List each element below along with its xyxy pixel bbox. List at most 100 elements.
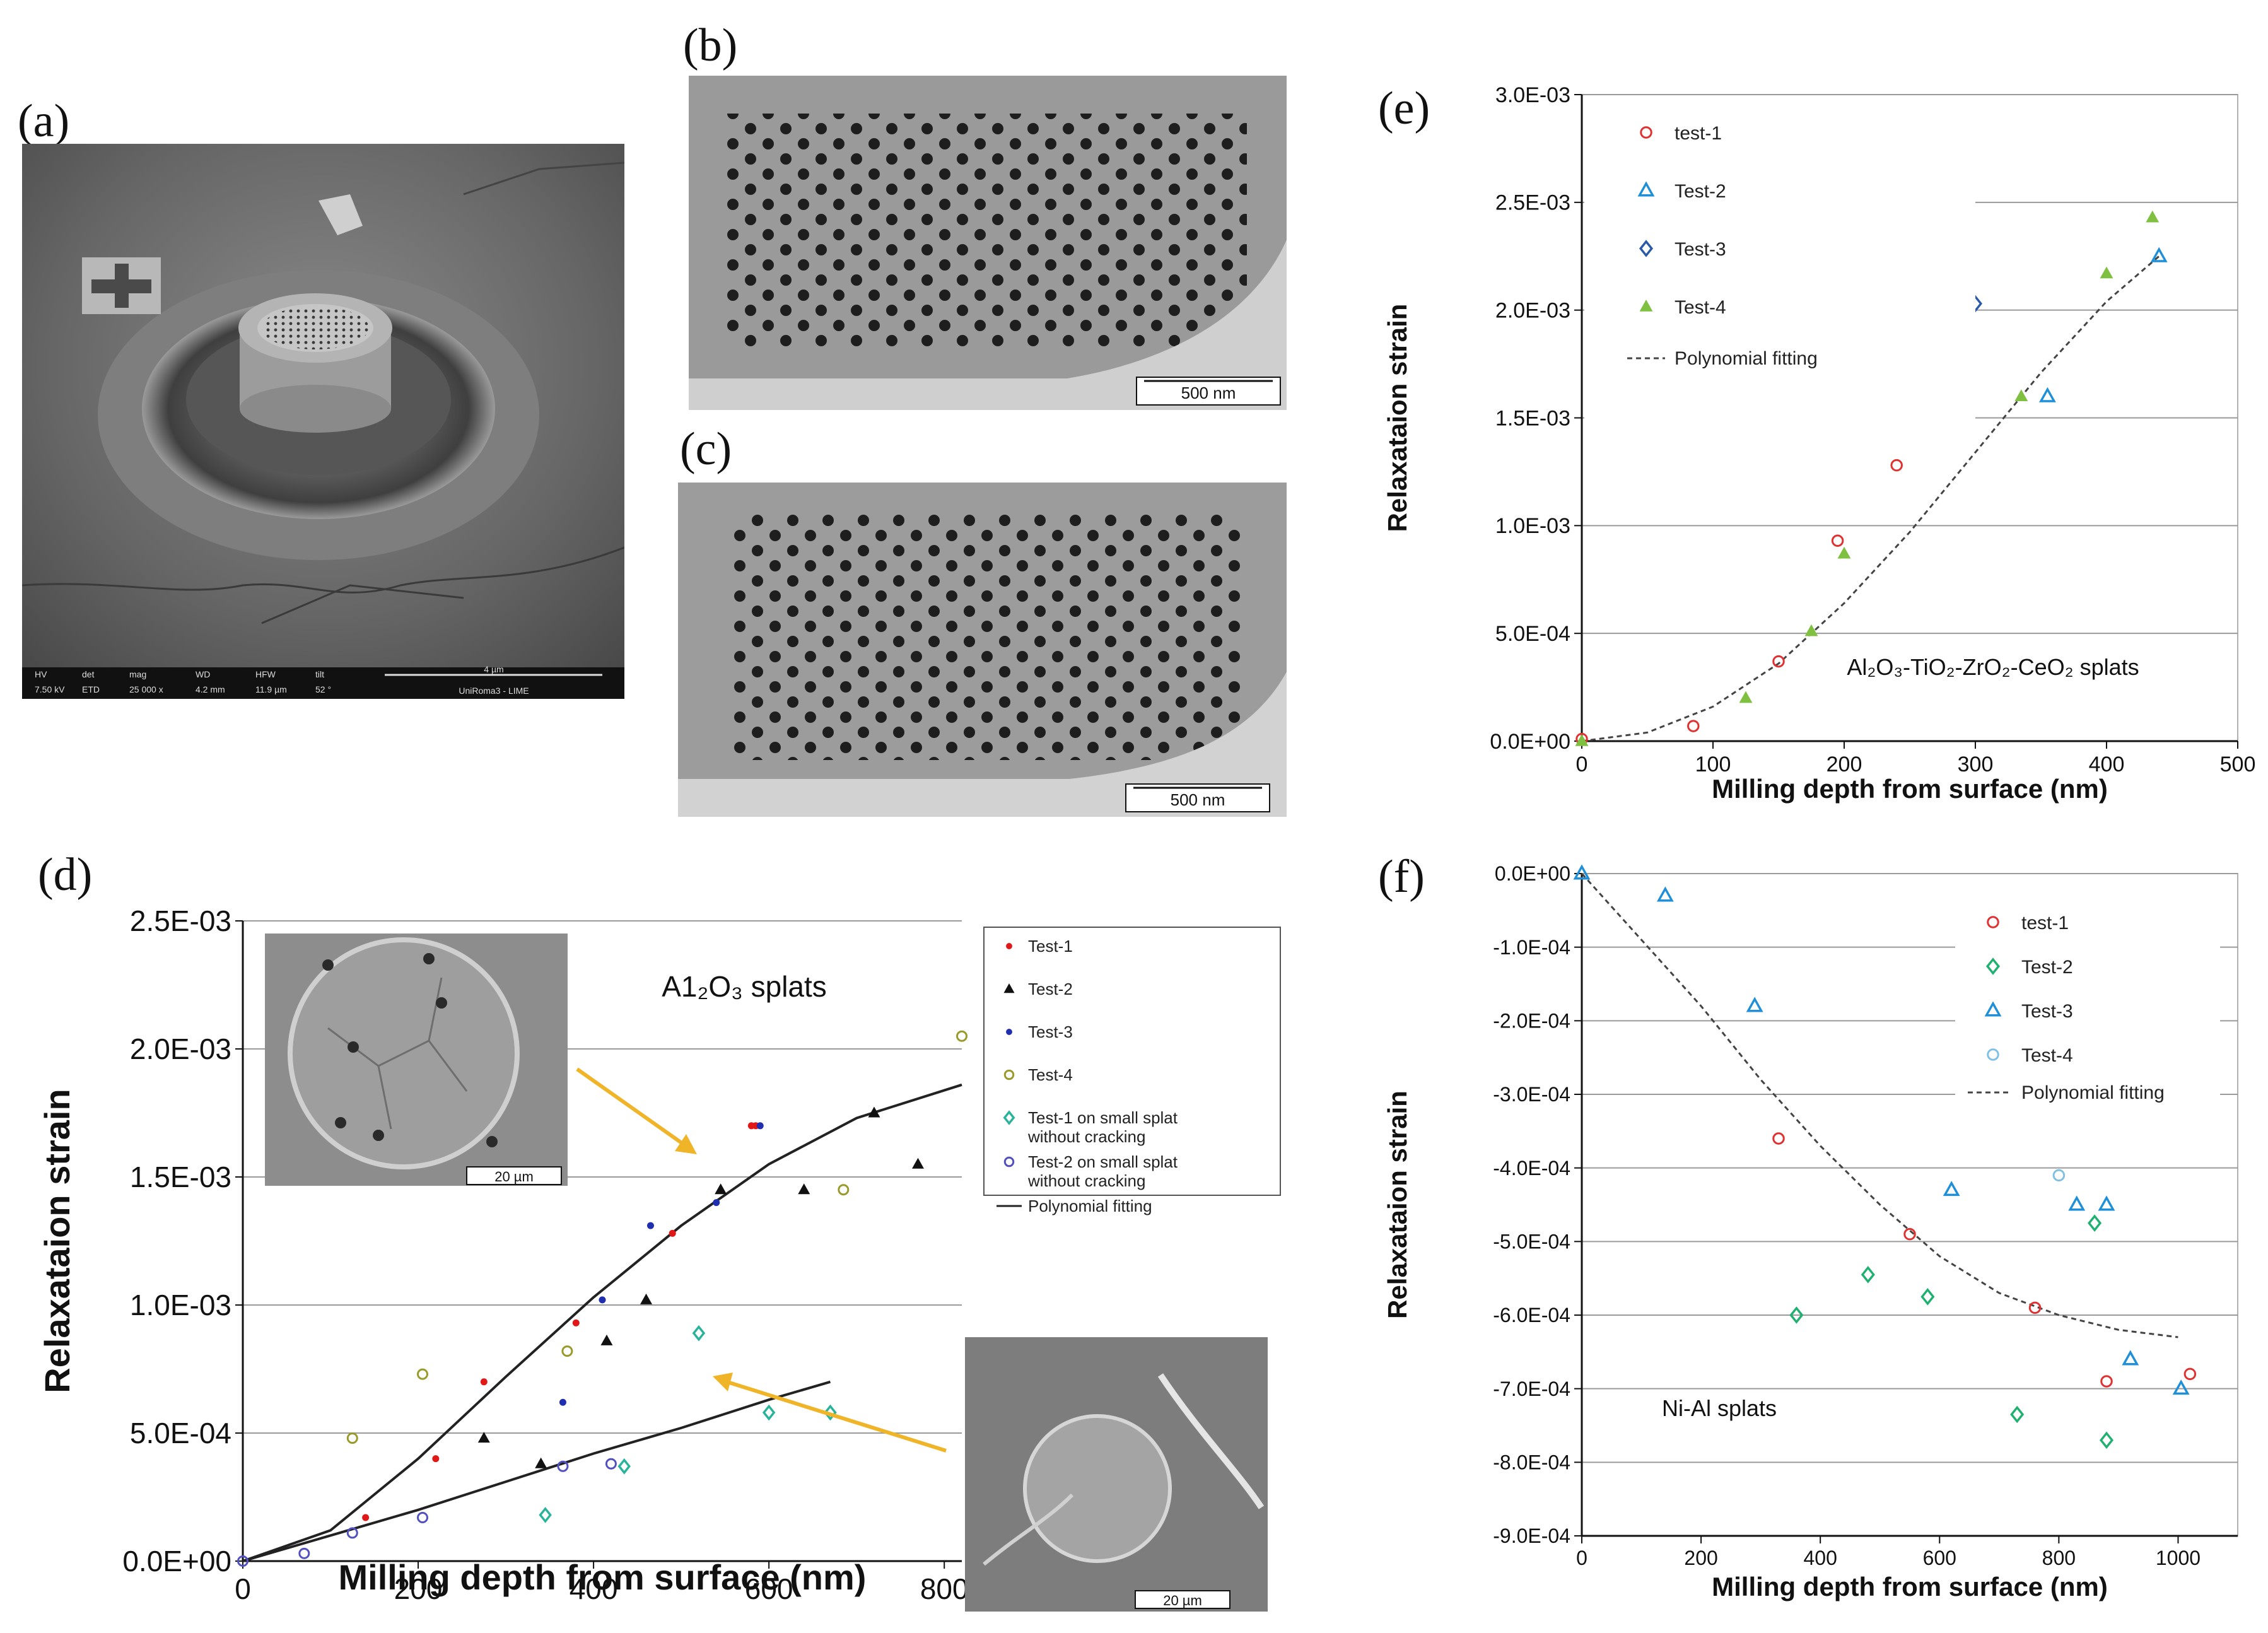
series-0 xyxy=(362,1122,759,1521)
legend: test-1 Test-2 Test-3 Test-4 Polynomial fitti… xyxy=(1627,123,1818,369)
data-point xyxy=(417,1511,428,1523)
chart-d: 0.0E+00 5.0E-04 1.0E-03 1.5E-03 2.0E-03 2.5E-… xyxy=(0,839,1299,1630)
data-point xyxy=(692,1325,706,1342)
chart-title: A1₂O₃ splats xyxy=(662,970,827,1003)
data-point xyxy=(1890,459,1903,472)
databar-value: 52 ° xyxy=(315,684,331,694)
data-point xyxy=(1861,1266,1875,1284)
legend-label: Test-2 on small splat xyxy=(1028,1152,1178,1171)
data-point xyxy=(2052,1169,2066,1182)
data-point xyxy=(237,1555,248,1567)
databar-value: 11.9 µm xyxy=(255,684,287,694)
panel-letter-d: (d) xyxy=(38,849,93,901)
inset-arrows xyxy=(576,1067,947,1453)
legend-marker xyxy=(1639,240,1654,257)
data-point xyxy=(557,1460,569,1472)
x-tick-label: 0 xyxy=(235,1572,251,1605)
data-point xyxy=(1772,1132,1785,1145)
panel-letter-e: (e) xyxy=(1378,83,1430,134)
data-point xyxy=(824,1404,837,1421)
legend-marker xyxy=(1003,1110,1015,1125)
y-axis-label: Relaxataion strain xyxy=(1382,304,1412,532)
data-point xyxy=(617,1458,631,1475)
series-4 xyxy=(539,1325,837,1523)
data-point xyxy=(1746,997,1763,1012)
x-axis-label: Milling depth from surface (nm) xyxy=(1712,774,2108,804)
x-tick-label: 300 xyxy=(1958,752,1994,776)
legend-marker xyxy=(1984,1001,2002,1017)
legend: test-1 Test-2 Test-3 Test-4 Polynomial fitti… xyxy=(1968,913,2165,1103)
data-point xyxy=(1903,1227,1916,1241)
legend-marker xyxy=(1003,1069,1015,1080)
data-point xyxy=(2183,1367,2197,1381)
data-point xyxy=(1789,1306,1804,1324)
data-point xyxy=(756,1122,764,1130)
data-point xyxy=(669,1229,676,1237)
y-tick-label: 2.5E-03 xyxy=(1495,191,1570,215)
fit-curve-1 xyxy=(242,1380,831,1562)
data-point xyxy=(838,1184,850,1196)
legend-label: test-1 xyxy=(1675,123,1722,144)
data-point xyxy=(605,1458,617,1470)
databar-label: det xyxy=(82,669,95,679)
fit-curve-0 xyxy=(242,1083,962,1562)
data-point xyxy=(599,1296,606,1304)
x-tick-label: 200 xyxy=(1684,1547,1717,1569)
legend-label: Polynomial fitting xyxy=(2021,1082,2165,1103)
y-tick-label: 2.0E-03 xyxy=(1495,299,1570,323)
y-tick-label: -9.0E-04 xyxy=(1493,1525,1570,1547)
databar-value: 25 000 x xyxy=(129,684,163,694)
x-tick-label: 400 xyxy=(570,1572,618,1605)
y-tick-label: -5.0E-04 xyxy=(1493,1231,1570,1253)
legend-background xyxy=(1584,101,1975,429)
legend-label: Test-4 xyxy=(2021,1045,2073,1066)
databar-value: ETD xyxy=(82,684,100,694)
data-point xyxy=(646,1222,654,1229)
y-tick-label: 1.0E-03 xyxy=(1495,514,1570,538)
scale-label-b: 500 nm xyxy=(1181,383,1236,402)
data-point xyxy=(798,1183,810,1195)
y-tick-label: -8.0E-04 xyxy=(1493,1451,1570,1474)
data-point xyxy=(298,1547,310,1559)
legend-background xyxy=(1955,908,2220,1135)
legend-label: Test-1 xyxy=(1028,937,1073,956)
legend-marker xyxy=(1640,126,1652,139)
data-point xyxy=(911,1157,924,1169)
y-tick-label: -6.0E-04 xyxy=(1493,1304,1570,1326)
sem-image-a: HV 7.50 kV det ETD mag 25 000 x WD 4.2 mm HFW 11.… xyxy=(22,144,624,699)
data-point xyxy=(715,1183,727,1195)
data-point xyxy=(713,1199,720,1207)
y-tick-label: 2.5E-03 xyxy=(130,904,231,937)
legend-label: without cracking xyxy=(1027,1171,1145,1190)
legend-label: Test-2 xyxy=(2021,957,2073,978)
data-point xyxy=(1804,624,1818,636)
series-1 xyxy=(477,1106,924,1468)
legend-marker xyxy=(1006,943,1012,949)
databar-label: tilt xyxy=(315,669,324,679)
legend-label: Test-2 xyxy=(1675,181,1726,202)
x-tick-label: 100 xyxy=(1695,752,1731,776)
data-point xyxy=(868,1106,880,1118)
series-0 xyxy=(1575,459,1903,746)
data-point xyxy=(432,1455,440,1463)
y-tick-label: 3.0E-03 xyxy=(1495,83,1570,107)
data-point xyxy=(2098,1195,2115,1211)
data-point xyxy=(2038,387,2056,402)
data-point xyxy=(539,1507,552,1523)
legend-label: Test-4 xyxy=(1028,1065,1073,1084)
data-point xyxy=(561,1345,573,1357)
data-point xyxy=(2068,1195,2086,1211)
x-tick-label: 200 xyxy=(394,1572,443,1605)
data-point xyxy=(640,1293,653,1304)
fit-curve-0 xyxy=(1581,872,2178,1338)
x-tick-label: 400 xyxy=(2089,752,2125,776)
data-point xyxy=(1920,1288,1935,1306)
legend-label: Test-2 xyxy=(1028,980,1073,998)
series-2 xyxy=(559,1122,764,1406)
x-tick-label: 600 xyxy=(745,1572,793,1605)
y-tick-label: -1.0E-04 xyxy=(1493,936,1570,959)
inset-scale-label: 20 µm xyxy=(1163,1593,1202,1608)
chart-e: 0.0E+00 5.0E-04 1.0E-03 1.5E-03 2.0E-03 2.5E-… xyxy=(1362,76,2268,826)
y-tick-label: 0.0E+00 xyxy=(1490,730,1570,754)
legend-marker xyxy=(1987,1048,1999,1061)
